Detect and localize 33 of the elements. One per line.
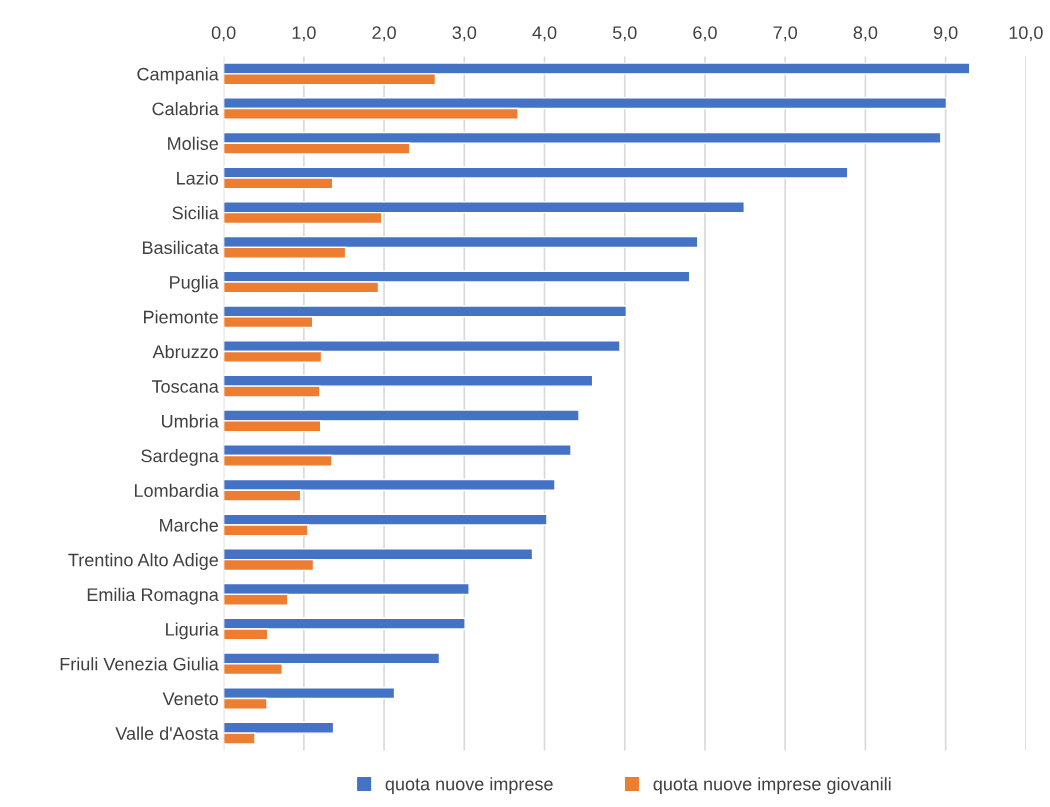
y-tick-label: Lombardia	[134, 483, 219, 497]
y-tick-label: Liguria	[166, 622, 219, 640]
y-tick-label: Marche	[160, 518, 218, 532]
x-tick-label: 0,0	[211, 26, 236, 42]
y-tick-label: Sardegna	[141, 449, 219, 466]
y-tick-label: Basilicata	[143, 240, 219, 255]
y-tick-label: Veneto	[162, 692, 219, 706]
x-tick-label: 3,0	[452, 26, 477, 42]
y-tick-label: Emilia Romagna	[87, 587, 219, 605]
y-tick-label: Piemonte	[144, 310, 218, 324]
x-tick-label: 7,0	[773, 26, 798, 42]
legend-label: quota nuove imprese giovanili	[653, 777, 891, 794]
x-tick-label: 5,0	[612, 26, 637, 42]
y-tick-label: Campania	[137, 67, 219, 85]
y-tick-label: Trentino Alto Adige	[68, 553, 218, 570]
x-tick-label: 6,0	[693, 26, 717, 42]
y-tick-label: Sicilia	[172, 206, 219, 220]
y-tick-label: Calabria	[152, 102, 219, 116]
x-tick-label: 1,0	[292, 26, 316, 42]
x-tick-label: 9,0	[933, 26, 958, 42]
y-tick-label: Valle d'Aosta	[115, 726, 219, 740]
y-tick-label: Lazio	[177, 171, 219, 185]
legend-label: quota nuove imprese	[385, 777, 553, 794]
y-tick-label: Umbria	[162, 414, 219, 428]
x-tick-label: 4,0	[532, 26, 557, 42]
x-tick-label: 2,0	[372, 26, 396, 42]
y-tick-label: Friuli Venezia Giulia	[60, 657, 219, 671]
y-tick-label: Abruzzo	[152, 344, 219, 359]
y-tick-label: Puglia	[170, 275, 219, 293]
y-tick-label: Molise	[168, 136, 218, 150]
x-tick-label: 10,0	[1009, 26, 1043, 42]
y-tick-label: Toscana	[151, 380, 219, 393]
x-tick-label: 8,0	[853, 26, 878, 42]
